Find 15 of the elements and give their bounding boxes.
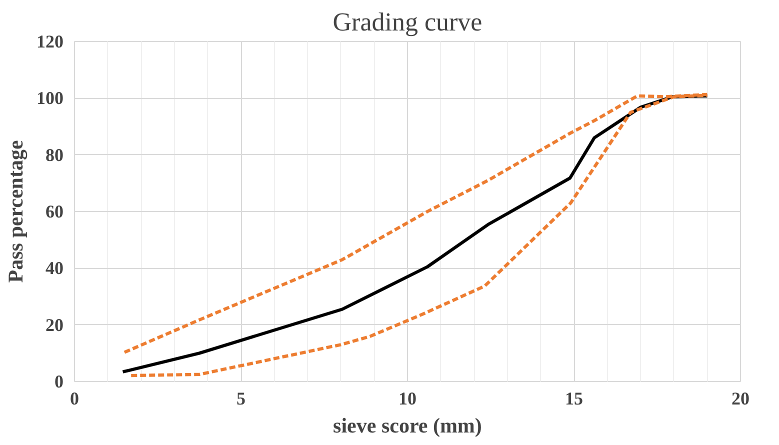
chart-title: Grading curve (332, 8, 482, 36)
y-axis-title: Pass percentage (4, 140, 28, 283)
y-tick-label: 120 (36, 32, 64, 52)
y-tick-label: 20 (46, 314, 64, 335)
y-tick-label: 100 (36, 88, 64, 108)
y-tick-label: 0 (54, 372, 64, 392)
x-tick-label: 0 (70, 388, 79, 408)
x-tick-label: 20 (732, 388, 750, 408)
y-tick-label: 40 (46, 258, 64, 278)
x-tick-label: 5 (236, 388, 246, 408)
y-tick-label: 60 (46, 202, 64, 222)
x-tick-label: 15 (565, 388, 583, 408)
y-tick-label: 80 (46, 144, 64, 165)
x-tick-label: 10 (398, 388, 416, 408)
x-axis-title: sieve score (mm) (333, 414, 482, 438)
